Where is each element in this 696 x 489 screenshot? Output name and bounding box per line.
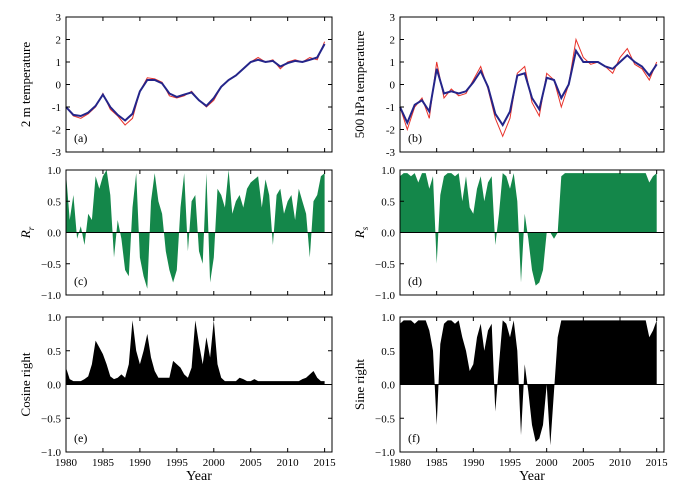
y-tick-label: 0 [390, 80, 396, 92]
y-tick-label: 0.5 [47, 196, 61, 208]
y-tick-label: −0.5 [41, 259, 61, 271]
y-axis-title: Cosine right [18, 352, 33, 416]
y-tick-label: 1 [56, 57, 62, 69]
x-tick-label: 1980 [55, 457, 78, 469]
panel-e: −1.0 −0.5 0.0 0.5 1.0 1980 1985 1990 1995 2000 200… [18, 312, 336, 484]
y-tick-label: 3 [390, 12, 396, 24]
y-tick-label: -1 [386, 102, 395, 114]
x-tick-label: 1995 [166, 457, 189, 469]
x-tick-label: 1980 [389, 457, 412, 469]
area-series-c [66, 170, 325, 289]
y-tick-label: -2 [52, 125, 61, 137]
y-tick-label: 1 [390, 57, 396, 69]
x-tick-label: 2000 [536, 457, 559, 469]
y-tick-label: −1.0 [375, 290, 395, 302]
x-tick-label: 2005 [240, 457, 263, 469]
y-tick-label: 1.0 [381, 165, 395, 177]
panel-label: (f) [408, 431, 420, 445]
x-tick-label: 2005 [572, 457, 595, 469]
panel-label: (a) [74, 131, 87, 145]
area-series-d [400, 173, 657, 286]
y-axis-title-subscript: r [26, 226, 36, 230]
y-tick-label: 0.5 [381, 196, 395, 208]
y-axis-title: Sine right [352, 359, 367, 410]
x-tick-label: 1985 [426, 457, 449, 469]
y-tick-label: -1 [52, 102, 61, 114]
x-tick-label: 1990 [129, 457, 152, 469]
x-axis-title: Year [519, 469, 545, 484]
panel-a: -3 -2 -1 0 1 2 3 2 m temperature (a) [18, 12, 333, 159]
x-tick-label: 2010 [609, 457, 632, 469]
y-axis-title: Rs [352, 226, 370, 239]
y-tick-label: −0.5 [41, 413, 61, 425]
line-series-smooth [399, 48, 658, 127]
y-tick-label: 0.0 [381, 380, 395, 392]
y-axis-title-main: R [352, 230, 367, 239]
panel-f: −1.0 −0.5 0.0 0.5 1.0 1980 1985 1990 1995 2000 200… [352, 312, 668, 484]
y-tick-label: −1.0 [41, 447, 61, 459]
x-tick-label: 2015 [314, 457, 337, 469]
x-tick-label: 1995 [499, 457, 522, 469]
y-tick-label: −1.0 [41, 290, 61, 302]
y-tick-label: 0.5 [47, 346, 61, 358]
y-tick-label: 2 [390, 35, 396, 47]
y-tick-label: 1.0 [47, 165, 61, 177]
line-series-smooth [65, 43, 326, 122]
y-tick-label: 1.0 [47, 312, 61, 324]
y-tick-label: 0.0 [47, 380, 61, 392]
y-tick-label: 0 [56, 80, 62, 92]
y-tick-label: 1.0 [381, 312, 395, 324]
y-tick-label: 0.0 [381, 228, 395, 240]
y-tick-label: 3 [56, 12, 62, 24]
y-tick-label: -2 [386, 125, 395, 137]
y-tick-label: -3 [386, 147, 396, 159]
y-tick-label: 0.0 [47, 228, 61, 240]
line-series-raw [65, 41, 326, 126]
plot-frame [65, 16, 333, 153]
y-tick-label: −0.5 [375, 259, 395, 271]
y-axis-title-subscript: s [360, 226, 370, 230]
panel-b: -3 -2 -1 0 1 2 3 500 hPa temperature (b) [352, 12, 665, 159]
y-axis-title: 2 m temperature [18, 42, 33, 127]
y-tick-label: −0.5 [375, 413, 395, 425]
panel-label: (b) [408, 131, 422, 145]
x-tick-label: 2010 [277, 457, 300, 469]
y-tick-label: 0.5 [381, 346, 395, 358]
panel-d: −1.0 −0.5 0.0 0.5 1.0 Rs (d) [352, 165, 665, 302]
y-axis-title: Rr [18, 226, 36, 239]
y-axis-title: 500 hPa temperature [352, 30, 367, 138]
area-series-e [66, 320, 325, 385]
x-axis-title: Year [186, 469, 212, 484]
y-tick-label: 2 [56, 35, 62, 47]
x-tick-label: 1990 [462, 457, 485, 469]
panel-label: (d) [408, 274, 422, 288]
y-tick-label: −1.0 [375, 447, 395, 459]
panel-c: −1.0 −0.5 0.0 0.5 1.0 Rr (c) [18, 165, 333, 302]
panel-label: (c) [74, 274, 87, 288]
x-tick-label: 1985 [92, 457, 115, 469]
area-series-f [400, 320, 657, 446]
panel-label: (e) [74, 431, 87, 445]
y-axis-title-main: R [18, 230, 33, 239]
plot-frame [399, 16, 665, 153]
y-tick-label: -3 [52, 147, 62, 159]
x-tick-label: 2000 [203, 457, 226, 469]
x-tick-label: 2015 [646, 457, 669, 469]
